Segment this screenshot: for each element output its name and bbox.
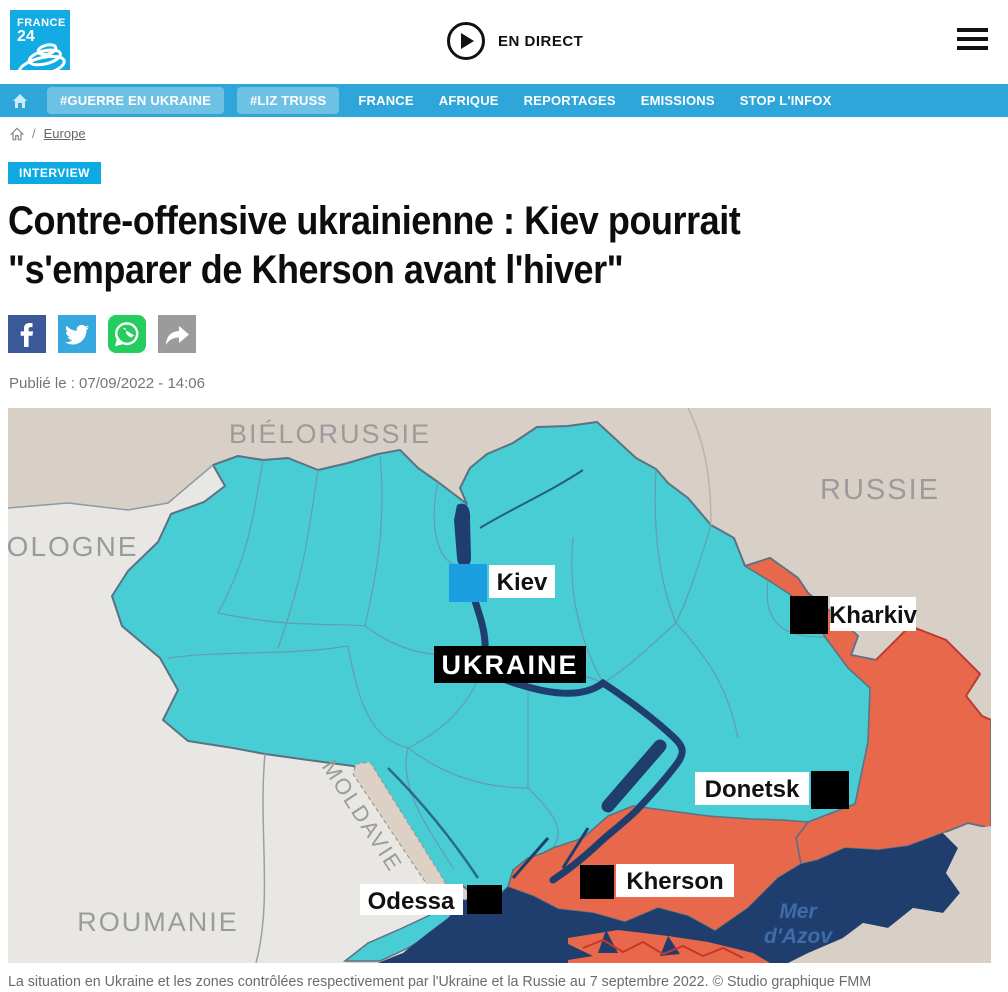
- share-other-button[interactable]: [158, 314, 196, 353]
- map-label-sea-azov-1: Mer: [779, 900, 818, 923]
- map-label-odessa-box: [360, 883, 463, 915]
- map-marker-odessa: [467, 884, 502, 914]
- whatsapp-share-button[interactable]: [108, 314, 146, 353]
- nav-item-emissions[interactable]: EMISSIONS: [640, 93, 715, 108]
- nav-item-guerre-en-ukraine[interactable]: #GUERRE EN UKRAINE: [47, 87, 224, 114]
- play-icon: [447, 22, 485, 60]
- map-label-donetsk-box: [695, 771, 809, 805]
- ukraine-map: BIÉLORUSSIE RUSSIE POLOGNE ROUMANIE MOLD…: [8, 407, 991, 963]
- map-marker-kherson: [580, 864, 614, 899]
- map-label-kherson: Kherson: [626, 868, 723, 895]
- map-region-west-neighbours: [8, 464, 453, 963]
- map-marker-kharkiv: [790, 595, 828, 634]
- map-border-moldova-romania: [255, 753, 266, 963]
- map-border-belarus-russia: [687, 407, 712, 525]
- article-title-line1: Contre-offensive ukrainienne : Kiev pour…: [8, 199, 741, 243]
- live-label: EN DIRECT: [498, 32, 584, 50]
- site-header: FRANCE 24 EN DIRECT: [0, 0, 1008, 84]
- france24-logo[interactable]: FRANCE 24: [10, 10, 70, 70]
- facebook-icon: [20, 322, 34, 347]
- category-badge[interactable]: INTERVIEW: [8, 162, 101, 184]
- map-label-romania: ROUMANIE: [77, 907, 239, 937]
- live-button[interactable]: EN DIRECT: [447, 22, 583, 60]
- logo-text-france: FRANCE: [17, 17, 66, 29]
- map-label-kharkiv-box: [830, 596, 916, 631]
- map-marker-kiev: [449, 563, 487, 602]
- twitter-icon: [65, 324, 89, 345]
- map-label-sea-azov-2: d'Azov: [764, 925, 833, 948]
- map-region-russia-taganrog: [808, 825, 991, 963]
- nav-item-liz-truss[interactable]: #LIZ TRUSS: [236, 87, 340, 114]
- map-region-transnistria: [352, 760, 454, 901]
- map-crimea-water-details: [568, 929, 680, 960]
- map-label-belarus: BIÉLORUSSIE: [229, 419, 431, 449]
- map-label-odessa: Odessa: [368, 888, 455, 915]
- nav-item-france[interactable]: FRANCE: [358, 93, 414, 108]
- facebook-share-button[interactable]: [8, 314, 46, 353]
- menu-hamburger-icon[interactable]: [957, 28, 988, 55]
- map-kakhovka-reservoir: [601, 739, 667, 813]
- main-nav: #GUERRE EN UKRAINE #LIZ TRUSS FRANCE AFR…: [0, 84, 1008, 117]
- share-icon: [166, 325, 189, 345]
- map-label-ukraine: UKRAINE: [441, 650, 578, 680]
- breadcrumb-link-europe[interactable]: Europe: [43, 126, 86, 141]
- article-title: Contre-offensive ukrainienne : Kiev pour…: [8, 197, 1008, 295]
- breadcrumb-separator: /: [32, 126, 36, 141]
- map-front-line-crimea: [582, 938, 744, 959]
- whatsapp-icon: [114, 321, 139, 346]
- twitter-share-button[interactable]: [58, 314, 96, 353]
- map-kiev-reservoir: [454, 503, 471, 567]
- map-label-kharkiv: Kharkiv: [829, 602, 918, 629]
- map-border-poland-belarus: [8, 464, 214, 511]
- share-toolbar: [8, 314, 1008, 353]
- breadcrumb: / Europe: [0, 117, 1008, 141]
- map-label-poland: POLOGNE: [8, 531, 138, 562]
- nav-item-stop-linfox[interactable]: STOP L'INFOX: [739, 93, 832, 108]
- map-label-kherson-box: [616, 863, 734, 897]
- map-label-russia: RUSSIE: [820, 474, 940, 506]
- nav-item-reportages[interactable]: REPORTAGES: [523, 93, 616, 108]
- breadcrumb-home-icon[interactable]: [10, 126, 24, 141]
- nav-item-afrique[interactable]: AFRIQUE: [438, 93, 499, 108]
- map-label-kiev-box: [489, 564, 555, 598]
- map-marker-donetsk: [811, 770, 849, 809]
- map-caption: La situation en Ukraine et les zones con…: [8, 972, 872, 990]
- map-label-kiev: Kiev: [497, 569, 548, 596]
- map-bug-river: [387, 766, 480, 879]
- map-label-ukraine-box: [434, 645, 586, 683]
- map-sea: [378, 832, 960, 963]
- published-date: Publié le : 07/09/2022 - 14:06: [9, 374, 205, 392]
- map-inhulets-river: [511, 826, 590, 879]
- map-label-donetsk: Donetsk: [705, 776, 800, 803]
- map-oblast-borders: [167, 455, 826, 868]
- map-desna-river: [479, 468, 584, 529]
- logo-swirl-icon: [17, 43, 66, 70]
- home-icon[interactable]: [12, 93, 28, 109]
- article-title-line2: "s'emparer de Kherson avant l'hiver": [8, 247, 624, 292]
- logo-text-24: 24: [17, 28, 35, 45]
